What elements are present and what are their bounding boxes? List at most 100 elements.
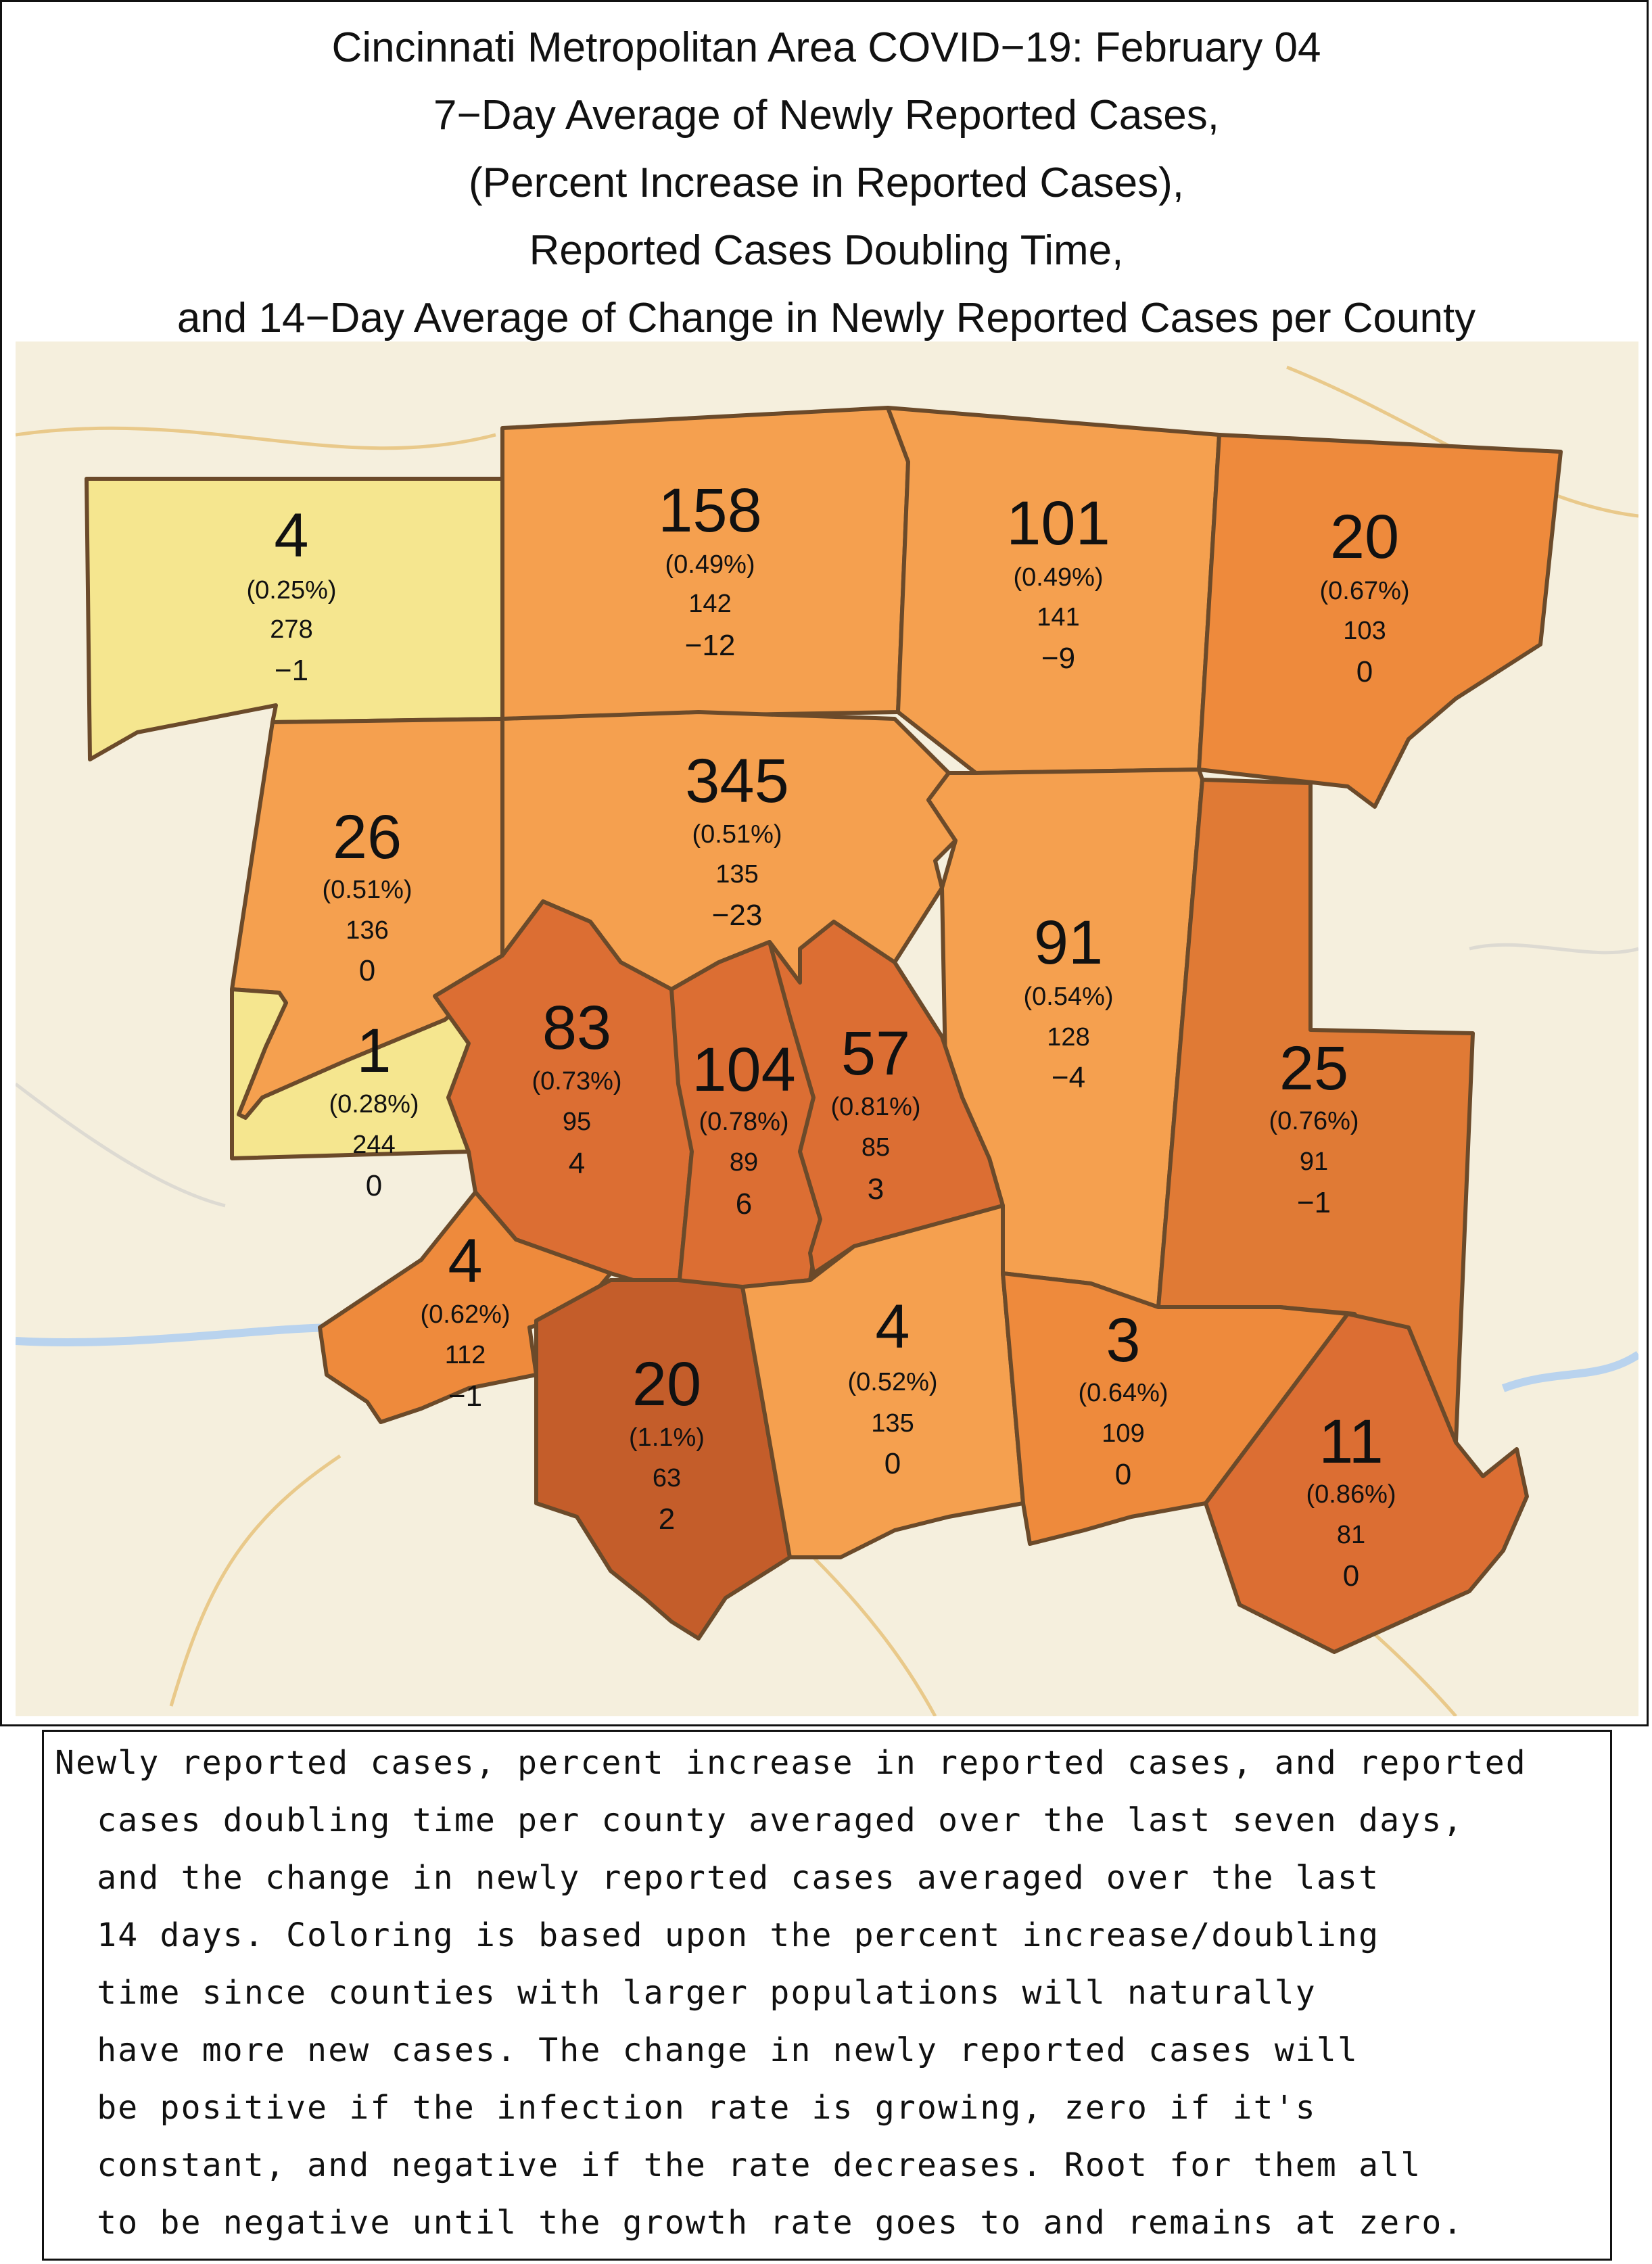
pct-label: (1.1%) [629,1423,705,1452]
county-label-13: 4 (0.62%) 112 −1 [420,1227,510,1413]
cases-label: 83 [542,993,611,1062]
change-label: 0 [1115,1458,1131,1491]
cases-label: 4 [875,1292,910,1361]
cases-label: 4 [274,501,308,570]
doubling-label: 128 [1047,1023,1089,1052]
title-line-1: Cincinnati Metropolitan Area COVID−19: F… [331,24,1321,71]
pct-label: (0.52%) [847,1368,937,1396]
county-region-17 [1204,1312,1529,1654]
doubling-label: 81 [1337,1521,1365,1549]
cases-label: 20 [632,1350,701,1419]
change-label: −1 [1297,1186,1331,1219]
pct-label: (0.73%) [532,1067,621,1095]
county-label-17: 11 (0.86%) 81 0 [1306,1407,1396,1593]
county-label-3: 101 (0.49%) 141 −9 [1006,489,1110,675]
change-label: 4 [569,1147,585,1180]
county-label-5: 26 (0.51%) 136 0 [322,803,412,987]
cases-label: 104 [692,1035,796,1104]
doubling-label: 63 [653,1464,681,1492]
cases-label: 91 [1034,908,1103,977]
change-label: −12 [685,629,736,662]
county-region-14 [534,1278,792,1641]
pct-label: (0.28%) [329,1090,419,1118]
caption-line-2: cases doubling time per county averaged … [55,1801,1464,1839]
doubling-label: 103 [1343,617,1386,645]
caption-line-7: be positive if the infection rate is gro… [55,2089,1317,2127]
change-label: 3 [868,1173,884,1206]
caption-line-4: 14 days. Coloring is based upon the perc… [55,1916,1380,1954]
cases-label: 101 [1006,489,1110,558]
county-label-7: 91 (0.54%) 128 −4 [1023,908,1113,1094]
cases-label: 4 [448,1227,482,1296]
doubling-label: 135 [871,1409,914,1438]
figure-frame: Cincinnati Metropolitan Area COVID−19: F… [0,0,1649,1726]
map-title: Cincinnati Metropolitan Area COVID−19: F… [2,14,1651,352]
county-label-10: 104 (0.78%) 89 6 [692,1035,796,1221]
caption-line-9: to be negative until the growth rate goe… [55,2204,1464,2242]
doubling-label: 89 [730,1148,758,1177]
pct-label: (0.54%) [1023,983,1113,1011]
county-label-15: 4 (0.52%) 135 0 [847,1292,937,1480]
change-label: 0 [366,1169,382,1202]
change-label: 6 [736,1187,752,1221]
doubling-label: 244 [352,1131,395,1159]
caption-line-3: and the change in newly reported cases a… [55,1859,1380,1897]
cases-label: 345 [685,747,789,816]
title-line-5: and 14−Day Average of Change in Newly Re… [176,295,1476,341]
change-label: 0 [1356,655,1373,688]
cases-label: 3 [1106,1306,1140,1375]
title-line-2: 7−Day Average of Newly Reported Cases, [433,92,1219,139]
change-label: −4 [1052,1061,1085,1094]
change-label: 0 [359,954,375,987]
pct-label: (0.51%) [322,876,412,904]
caption-line-1: Newly reported cases, percent increase i… [55,1744,1527,1782]
cases-label: 57 [841,1019,910,1088]
pct-label: (0.62%) [420,1300,510,1329]
pct-label: (0.81%) [830,1093,920,1121]
county-region-4 [1197,433,1563,809]
cases-label: 20 [1330,502,1399,571]
doubling-label: 109 [1102,1419,1144,1448]
change-label: 0 [884,1447,901,1480]
pct-label: (0.25%) [246,576,336,605]
doubling-label: 112 [445,1341,486,1369]
change-label: 2 [659,1503,675,1536]
county-label-16: 3 (0.64%) 109 0 [1078,1306,1168,1491]
pct-label: (0.76%) [1269,1107,1359,1135]
pct-label: (0.49%) [1013,563,1103,592]
doubling-label: 91 [1300,1148,1328,1176]
county-label-2: 158 (0.49%) 142 −12 [658,476,762,662]
doubling-label: 136 [346,916,388,945]
pct-label: (0.78%) [699,1108,788,1136]
county-label-12: 25 (0.76%) 91 −1 [1269,1034,1359,1219]
change-label: −1 [448,1379,482,1413]
county-label-1: 4 (0.25%) 278 −1 [246,501,336,687]
cases-label: 158 [658,476,762,545]
title-line-3: (Percent Increase in Reported Cases), [469,160,1184,206]
pct-label: (0.49%) [665,550,755,579]
county-label-9: 83 (0.73%) 95 4 [532,993,621,1180]
change-label: −23 [712,899,763,932]
county-label-6: 345 (0.51%) 135 −23 [685,747,789,932]
doubling-label: 85 [862,1133,890,1162]
cases-label: 11 [1319,1407,1384,1476]
county-label-14: 20 (1.1%) 63 2 [629,1350,705,1536]
doubling-label: 141 [1037,603,1079,632]
counties [85,406,1563,1654]
caption-line-5: time since counties with larger populati… [55,1974,1317,2012]
doubling-label: 278 [270,615,312,644]
cases-label: 1 [356,1016,391,1085]
pct-label: (0.64%) [1078,1379,1168,1407]
county-label-11: 57 (0.81%) 85 3 [830,1019,920,1206]
doubling-label: 142 [688,590,731,618]
caption-line-6: have more new cases. The change in newly… [55,2031,1359,2069]
cases-label: 26 [333,803,402,872]
cases-label: 25 [1279,1034,1348,1103]
change-label: 0 [1343,1559,1359,1593]
title-line-4: Reported Cases Doubling Time, [529,227,1124,274]
pct-label: (0.86%) [1306,1480,1396,1509]
county-map: 4 (0.25%) 278 −1 158 (0.49%) 142 −12 101… [16,341,1638,1716]
pct-label: (0.51%) [692,820,782,849]
caption-box: Newly reported cases, percent increase i… [42,1730,1612,2261]
change-label: −9 [1041,642,1075,675]
